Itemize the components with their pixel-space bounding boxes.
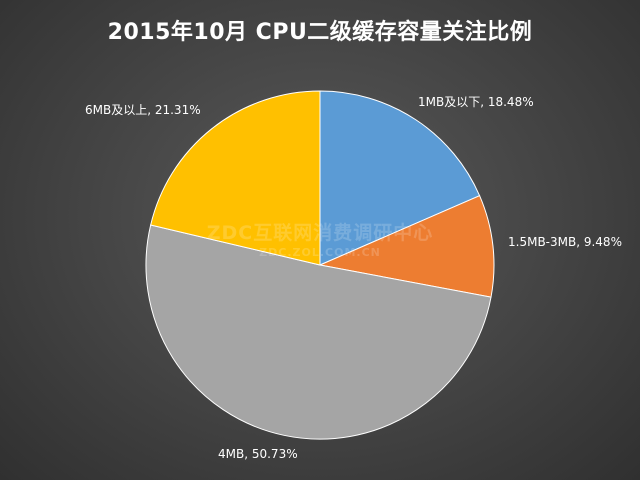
slice-label-2: 1.5MB-3MB, 9.48%: [508, 235, 622, 249]
slice-label-4: 6MB及以上, 21.31%: [85, 103, 201, 117]
pie-slice-3: [145, 224, 492, 440]
pie-slice-2: [318, 195, 495, 298]
chart-title: 2015年10月 CPU二级缓存容量关注比例: [107, 20, 533, 45]
slice-label-1: 1MB及以下, 18.48%: [418, 95, 534, 109]
pie-slice-1: [319, 90, 481, 266]
slice-label-3: 4MB, 50.73%: [218, 447, 298, 461]
pie-slice-4: [150, 90, 321, 266]
